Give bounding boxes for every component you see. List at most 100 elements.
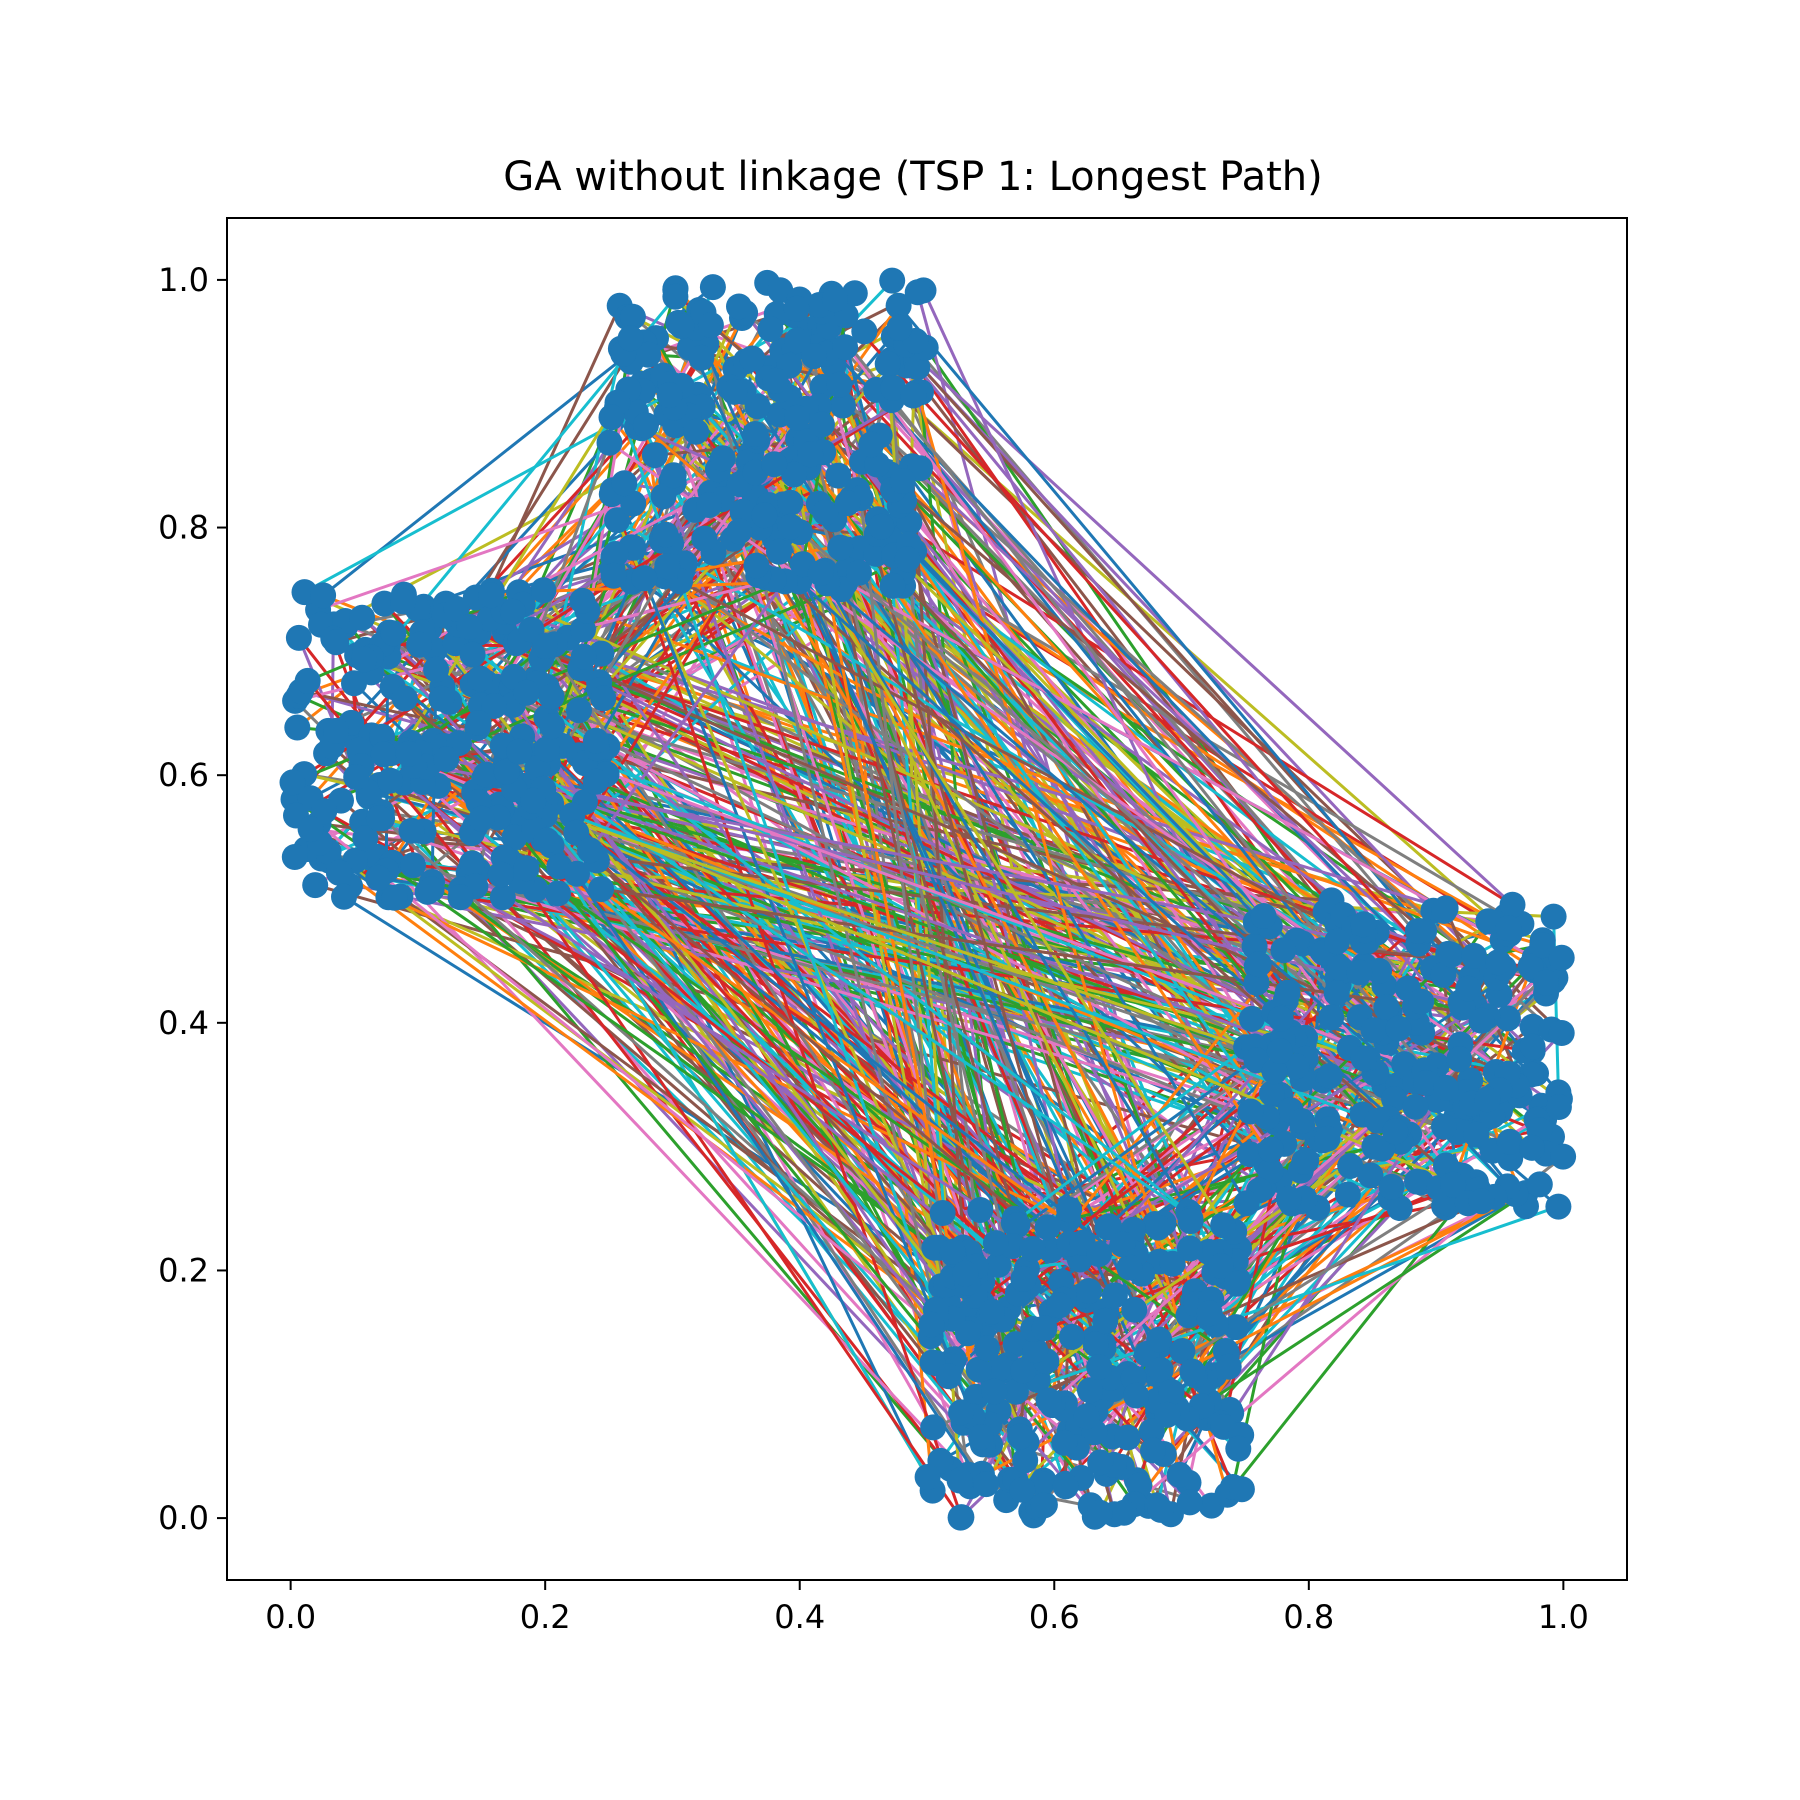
- y-tick-label: 0.4: [158, 1004, 209, 1042]
- city-point: [914, 1464, 941, 1490]
- city-point: [1086, 1354, 1113, 1380]
- city-point: [1274, 979, 1301, 1006]
- city-point: [513, 679, 540, 706]
- city-point: [632, 412, 659, 439]
- city-point: [1314, 1125, 1341, 1152]
- city-point: [726, 518, 753, 545]
- city-point: [611, 470, 638, 497]
- city-point: [1324, 928, 1351, 955]
- city-point: [1468, 1188, 1495, 1215]
- city-point: [1166, 1461, 1193, 1488]
- city-point: [1177, 1208, 1204, 1235]
- city-point: [1495, 915, 1522, 942]
- city-point: [886, 314, 913, 341]
- city-point: [513, 855, 540, 882]
- tour-segment: [767, 504, 1241, 1250]
- city-point: [341, 670, 367, 697]
- city-point: [1228, 1476, 1255, 1503]
- tour-segment: [303, 291, 856, 594]
- city-point: [946, 1467, 973, 1494]
- city-point: [894, 546, 921, 573]
- city-point: [468, 805, 495, 832]
- city-point: [1323, 980, 1350, 1007]
- city-point: [662, 283, 689, 310]
- city-point: [973, 1471, 1000, 1498]
- city-point: [620, 490, 647, 517]
- city-point: [1196, 1300, 1223, 1327]
- tour-segment: [679, 579, 1364, 943]
- city-point: [596, 429, 623, 456]
- city-point: [501, 824, 528, 851]
- city-point: [1533, 969, 1559, 996]
- city-point: [726, 293, 752, 320]
- city-point: [1548, 1020, 1575, 1046]
- city-point: [602, 541, 629, 567]
- city-point: [841, 280, 868, 307]
- city-point: [1548, 944, 1575, 971]
- city-point: [1433, 1074, 1459, 1101]
- city-point: [1318, 1004, 1345, 1031]
- city-point: [1030, 1492, 1057, 1519]
- city-point: [1270, 937, 1297, 964]
- city-point: [683, 418, 710, 445]
- city-point: [590, 685, 617, 712]
- tour-segment: [824, 569, 1538, 961]
- city-point: [668, 313, 695, 340]
- city-point: [1215, 1353, 1242, 1380]
- city-point: [377, 767, 404, 794]
- city-point: [1475, 908, 1502, 935]
- city-point: [1529, 932, 1556, 959]
- city-point: [821, 286, 848, 313]
- tour-segment: [798, 531, 1273, 1151]
- city-point: [582, 768, 609, 795]
- city-point: [530, 577, 557, 604]
- city-point: [1140, 1437, 1166, 1464]
- city-point: [1438, 941, 1465, 968]
- city-point: [1010, 1265, 1037, 1292]
- city-point: [1034, 1214, 1061, 1241]
- city-point: [1474, 1086, 1501, 1113]
- city-point: [982, 1230, 1009, 1257]
- city-point: [767, 277, 794, 304]
- city-point: [1494, 1005, 1521, 1032]
- city-point: [635, 341, 662, 368]
- tour-segment: [292, 797, 976, 1276]
- city-point: [1468, 1007, 1495, 1034]
- city-point: [284, 714, 311, 741]
- city-point: [1019, 1236, 1046, 1262]
- city-point: [1283, 1053, 1310, 1080]
- city-point: [1517, 953, 1544, 980]
- tour-segment: [929, 1065, 1298, 1338]
- city-point: [1357, 1162, 1384, 1189]
- city-point: [864, 451, 891, 478]
- city-point: [570, 643, 597, 670]
- city-point: [918, 1311, 945, 1338]
- city-point: [851, 318, 878, 345]
- city-point: [532, 633, 559, 659]
- city-point: [1169, 1338, 1196, 1364]
- city-point: [545, 880, 571, 907]
- city-point: [1075, 1278, 1102, 1304]
- city-point: [520, 787, 547, 814]
- city-point: [696, 492, 723, 518]
- city-point: [1350, 1045, 1377, 1072]
- city-point: [1540, 903, 1567, 930]
- tour-segment: [892, 335, 1514, 906]
- city-point: [1526, 1171, 1553, 1198]
- city-point: [762, 367, 789, 394]
- city-point: [974, 1335, 1001, 1362]
- city-point: [729, 498, 756, 525]
- city-point: [1288, 1108, 1315, 1134]
- city-point: [660, 462, 687, 489]
- city-point: [459, 850, 486, 877]
- city-point: [349, 604, 376, 631]
- city-point: [1386, 1195, 1413, 1221]
- city-point: [563, 819, 590, 846]
- city-point: [920, 1414, 947, 1441]
- city-point: [1056, 1196, 1083, 1223]
- city-point: [365, 805, 392, 832]
- city-point: [400, 852, 426, 879]
- city-point: [1207, 1253, 1234, 1279]
- x-axis: 0.0 0.2 0.4 0.6 0.8 1.0: [265, 1580, 1589, 1636]
- city-point: [1378, 1173, 1405, 1200]
